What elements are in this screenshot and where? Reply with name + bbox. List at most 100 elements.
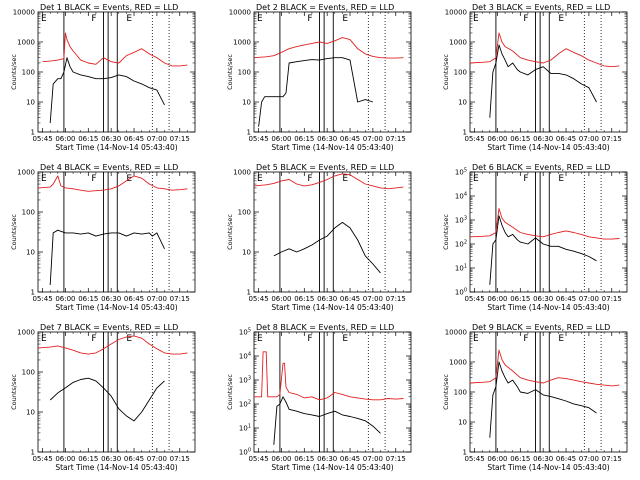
y-tick-label: 1 — [31, 449, 35, 457]
x-tick-label: 06:30 — [317, 455, 337, 463]
y-tick-label: 1000 — [449, 359, 467, 367]
x-tick-label: 06:30 — [533, 295, 553, 303]
series-line-lld — [37, 175, 188, 192]
flag-label: E — [342, 14, 348, 24]
y-tick-label: 10 — [242, 249, 251, 257]
x-tick-label: 06:00 — [487, 455, 507, 463]
x-tick-label: 07:15 — [386, 295, 406, 303]
x-tick-label: 06:15 — [510, 135, 530, 143]
y-tick-label: 1 — [31, 129, 35, 137]
x-tick-label: 06:00 — [487, 135, 507, 143]
series-line-lld — [42, 32, 188, 67]
x-tick-label: 06:45 — [340, 295, 360, 303]
plot-frame — [469, 171, 628, 293]
y-tick-label: 100 — [22, 209, 35, 217]
x-tick-label: 05:45 — [248, 135, 268, 143]
x-tick-label: 06:00 — [55, 455, 75, 463]
y-tick-label: 101 — [239, 424, 251, 433]
y-tick-label: 10 — [458, 419, 467, 427]
panel-det-4: Det 4 BLACK = Events, RED = LLD 1 10 100 100… — [10, 163, 196, 312]
flag-label: F — [307, 14, 312, 24]
panel-det-8: Det 8 BLACK = Events, RED = LLD 100 101 102… — [226, 323, 412, 472]
x-axis-label: Start Time (14-Nov-14 05:43:40) — [487, 143, 609, 152]
x-tick-label: 05:45 — [32, 455, 52, 463]
x-tick-label: 07:15 — [602, 455, 622, 463]
x-tick-label: 06:15 — [510, 455, 530, 463]
y-tick-label: 10000 — [13, 9, 35, 17]
panel-det-5: Det 5 BLACK = Events, RED = LLD 1 10 100 100… — [226, 163, 412, 312]
y-tick-label: 102 — [239, 400, 251, 409]
x-tick-label: 06:45 — [124, 295, 144, 303]
x-tick-label: 07:15 — [170, 455, 190, 463]
y-tick-label: 101 — [455, 264, 467, 273]
flag-label: F — [91, 334, 96, 344]
x-tick-label: 07:00 — [147, 135, 167, 143]
panel-title: Det 8 BLACK = Events, RED = LLD — [256, 323, 394, 332]
x-tick-label: 06:15 — [294, 135, 314, 143]
x-tick-label: 07:15 — [170, 295, 190, 303]
y-tick-label: 10 — [26, 249, 35, 257]
x-tick-label: 06:30 — [101, 295, 121, 303]
panel-title: Det 6 BLACK = Events, RED = LLD — [472, 163, 610, 172]
x-tick-label: 06:30 — [101, 135, 121, 143]
x-tick-label: 07:00 — [579, 135, 599, 143]
y-tick-label: 1 — [247, 289, 251, 297]
x-tick-label: 06:00 — [271, 455, 291, 463]
x-axis-label: Start Time (14-Nov-14 05:43:40) — [55, 143, 177, 152]
y-tick-label: 100 — [238, 69, 251, 77]
x-axis-label: Start Time (14-Nov-14 05:43:40) — [271, 303, 393, 312]
y-tick-label: 105 — [455, 168, 467, 177]
x-tick-label: 07:00 — [579, 455, 599, 463]
flag-label: E — [473, 174, 479, 184]
x-axis-label: Start Time (14-Nov-14 05:43:40) — [271, 143, 393, 152]
x-tick-label: 06:00 — [271, 295, 291, 303]
y-tick-label: 103 — [239, 376, 251, 385]
x-tick-label: 06:15 — [78, 135, 98, 143]
y-tick-label: 1000 — [17, 329, 35, 337]
flag-label: F — [91, 174, 96, 184]
panel-title: Det 7 BLACK = Events, RED = LLD — [40, 323, 178, 332]
x-tick-label: 05:45 — [248, 455, 268, 463]
y-tick-label: 103 — [455, 216, 467, 225]
flag-label: F — [307, 174, 312, 184]
panel-det-6: Det 6 BLACK = Events, RED = LLD 100 101 102… — [442, 163, 628, 312]
plot-frame — [37, 11, 196, 133]
y-tick-label: 10000 — [229, 9, 251, 17]
y-axis-label: Counts/sec — [442, 54, 450, 90]
x-tick-label: 07:00 — [579, 295, 599, 303]
plot-frame — [253, 331, 412, 453]
y-tick-label: 10000 — [445, 329, 467, 337]
flag-label: E — [342, 334, 348, 344]
y-tick-label: 104 — [455, 192, 467, 201]
x-tick-label: 06:30 — [317, 135, 337, 143]
y-tick-label: 100 — [22, 369, 35, 377]
flag-label: E — [41, 174, 47, 184]
x-tick-label: 05:45 — [464, 295, 484, 303]
panel-title: Det 1 BLACK = Events, RED = LLD — [40, 3, 178, 12]
flag-label: E — [126, 14, 132, 24]
flag-label: E — [41, 14, 47, 24]
x-tick-label: 06:45 — [556, 295, 576, 303]
panel-det-9: Det 9 BLACK = Events, RED = LLD 1 10 100 100… — [442, 323, 628, 472]
series-line-events — [49, 377, 165, 422]
x-tick-label: 07:00 — [147, 295, 167, 303]
series-line-events — [258, 57, 374, 127]
x-tick-label: 07:15 — [602, 135, 622, 143]
x-tick-label: 07:15 — [386, 455, 406, 463]
y-tick-label: 1000 — [233, 39, 251, 47]
y-tick-label: 1000 — [17, 169, 35, 177]
y-tick-label: 105 — [239, 328, 251, 337]
series-line-lld — [253, 37, 404, 59]
x-tick-label: 07:15 — [170, 135, 190, 143]
x-tick-label: 05:45 — [464, 455, 484, 463]
x-tick-label: 06:15 — [78, 455, 98, 463]
x-axis-label: Start Time (14-Nov-14 05:43:40) — [271, 463, 393, 472]
y-axis-label: Counts/sec — [10, 54, 18, 90]
series-line-lld — [254, 351, 404, 401]
flag-label: F — [523, 334, 528, 344]
x-tick-label: 07:00 — [363, 295, 383, 303]
y-tick-label: 100 — [239, 448, 251, 457]
series-line-lld — [469, 32, 620, 68]
flag-label: F — [91, 14, 96, 24]
